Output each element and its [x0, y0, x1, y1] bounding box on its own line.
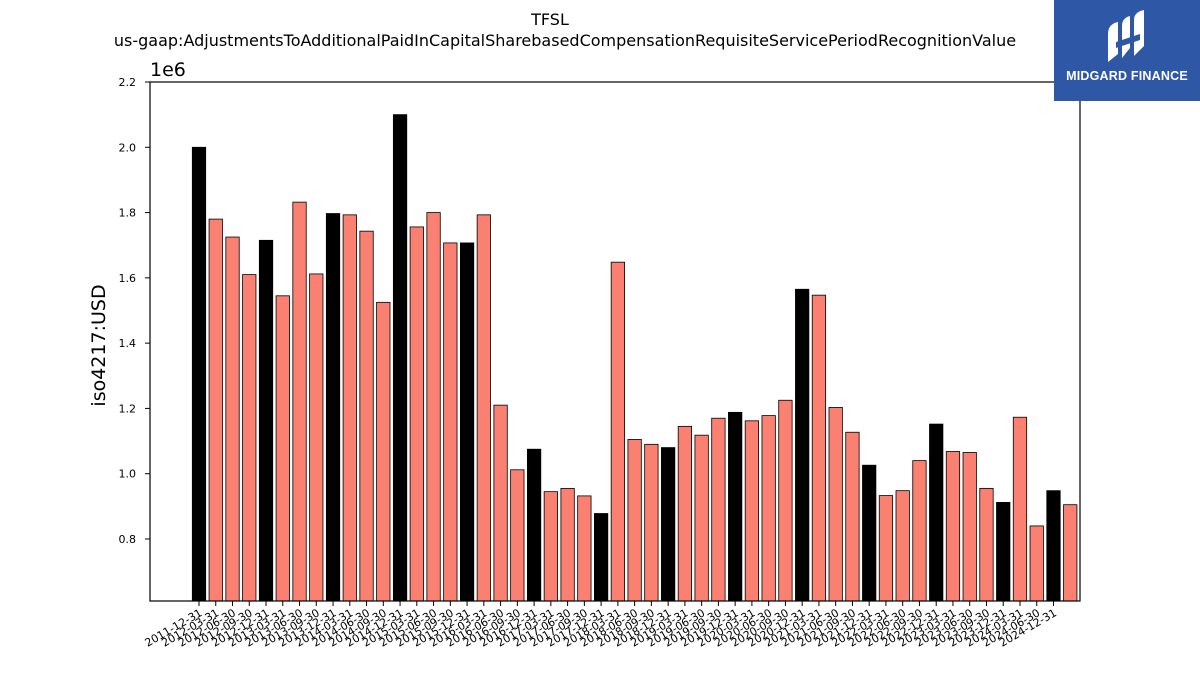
y-tick-label: 1.0	[119, 468, 137, 481]
bar	[191, 146, 207, 602]
bar	[275, 295, 290, 602]
y-multiplier-label: 1e6	[150, 59, 186, 81]
y-axis-label: iso4217:USD	[88, 284, 110, 406]
y-tick-label: 2.0	[119, 141, 137, 154]
logo-text: MIDGARD FINANCE	[1066, 69, 1188, 83]
bar	[912, 460, 927, 602]
bar	[577, 495, 592, 602]
bar	[359, 230, 374, 602]
chart-subtitle: us-gaap:AdjustmentsToAdditionalPaidInCap…	[113, 31, 1017, 50]
bar	[309, 273, 324, 602]
bar	[895, 490, 910, 602]
bar	[459, 242, 475, 602]
bar	[1012, 416, 1028, 602]
bar	[694, 434, 709, 602]
bar	[325, 213, 341, 602]
bar	[376, 301, 391, 602]
bar	[962, 452, 977, 602]
bar	[979, 487, 994, 602]
bar	[996, 502, 1011, 602]
bar	[258, 239, 274, 602]
y-tick-label: 2.2	[119, 76, 137, 89]
bar	[510, 469, 525, 602]
bar	[409, 226, 424, 602]
bar	[728, 411, 743, 602]
bar	[443, 242, 458, 602]
y-tick-label: 1.8	[119, 207, 137, 220]
bar	[208, 218, 223, 602]
bar	[342, 214, 357, 602]
bar	[1029, 525, 1044, 602]
bar	[644, 443, 659, 602]
plot-frame	[149, 81, 1081, 602]
chart-title: TFSL	[531, 10, 569, 29]
bar	[778, 399, 793, 602]
y-tick-label: 0.8	[119, 533, 137, 546]
bar	[845, 431, 860, 602]
bar	[543, 491, 558, 602]
bar	[795, 288, 810, 602]
bar	[828, 407, 843, 602]
bar	[225, 236, 240, 602]
bar	[594, 513, 609, 602]
bar	[526, 448, 542, 602]
bar	[610, 261, 625, 602]
bar	[929, 423, 944, 602]
bar	[1046, 490, 1061, 602]
bar	[677, 425, 692, 602]
bar	[744, 420, 760, 602]
bar	[627, 439, 642, 602]
bar	[661, 447, 676, 602]
bar	[761, 415, 776, 602]
bar	[811, 294, 827, 602]
y-tick-label: 1.2	[119, 402, 137, 415]
bar	[560, 487, 575, 602]
bar	[1063, 504, 1078, 602]
y-tick-label: 1.4	[119, 337, 137, 350]
bar	[292, 201, 307, 602]
bar	[392, 114, 408, 602]
bar	[711, 417, 726, 602]
midgard-logo-icon	[1108, 10, 1144, 62]
bar	[493, 404, 508, 602]
bar	[945, 451, 961, 602]
logo: MIDGARD FINANCE	[1054, 0, 1200, 101]
bar	[862, 464, 877, 602]
bar	[242, 274, 257, 602]
bar	[878, 495, 894, 602]
bar	[426, 212, 441, 602]
y-tick-label: 1.6	[119, 272, 137, 285]
bar	[476, 214, 491, 602]
